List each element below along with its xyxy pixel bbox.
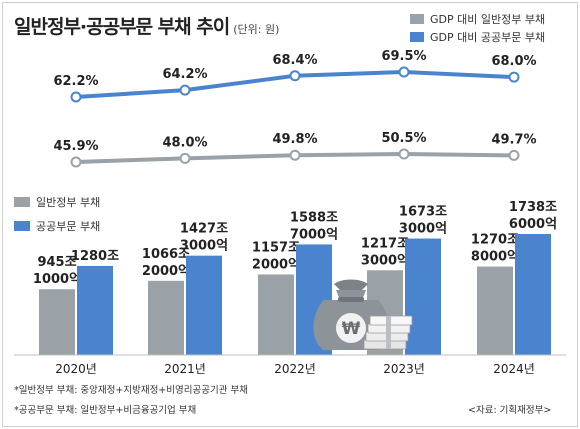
line-point: [70, 91, 82, 103]
bar-value-label: 1066조: [142, 247, 190, 262]
legend-label: GDP 대비 공공부문 부채: [430, 31, 546, 44]
bar-value-label: 1280조: [71, 249, 119, 264]
legend-swatch-blue: [410, 32, 424, 42]
bar-value-label: 1427조: [180, 222, 228, 237]
bar-general-debt: [258, 274, 294, 355]
bar-value-label: 6000억: [509, 217, 557, 232]
x-tick-label: 2022년: [274, 362, 316, 376]
line-value-label: 48.0%: [162, 135, 207, 150]
unit-label: (단위: 원): [233, 23, 280, 36]
line-point: [179, 152, 191, 164]
line-value-label: 64.2%: [162, 67, 207, 82]
legend-item-public-debt: 공공부문 부채: [14, 214, 100, 238]
line-point: [508, 71, 520, 83]
line-value-label: 69.5%: [381, 49, 426, 64]
money-bag-top: [334, 279, 368, 290]
legend-swatch-gray: [410, 14, 424, 24]
bar-general-debt: [477, 266, 513, 355]
bar-value-label: 1588조: [290, 210, 338, 225]
line-point: [179, 84, 191, 96]
footnote-2: *공공부문 부채: 일반정부+비금융공기업 부채: [14, 405, 197, 416]
x-tick-label: 2020년: [55, 362, 97, 376]
bar-value-label: 1270조: [471, 233, 519, 248]
x-tick-label: 2023년: [383, 362, 425, 376]
line-point: [398, 66, 410, 78]
line-point: [70, 156, 82, 168]
line-value-label: 68.0%: [491, 54, 536, 69]
money-bag-coin: [336, 313, 366, 343]
won-symbol: ₩: [342, 319, 361, 339]
bill-stack-icon: [363, 315, 413, 350]
x-tick-label: 2021년: [164, 362, 206, 376]
line-point: [289, 149, 301, 161]
x-tick-label: 2024년: [493, 362, 535, 376]
line-value-label: 50.5%: [381, 131, 426, 146]
money-bag-icon: ₩: [313, 279, 413, 350]
legend-label: 공공부문 부채: [36, 220, 101, 233]
line-value-label: 68.4%: [272, 53, 317, 68]
bar-public-debt: [77, 265, 113, 355]
bar-legend: 일반정부 부채 공공부문 부채: [14, 190, 100, 238]
bar-value-label: 3000억: [399, 222, 447, 237]
x-axis-labels: 2020년 2021년 2022년 2023년 2024년: [55, 362, 535, 376]
bar-public-debt: [186, 255, 222, 355]
footnote-1: *일반정부 부채: 중앙재정+지방재정+비영리공공기관 부채: [14, 385, 248, 396]
bar-public-debt: [405, 238, 441, 355]
bar-group: 945조1000억1066조2000억1157조2000억1217조3000억1…: [33, 200, 557, 355]
bar-general-debt: [148, 280, 184, 355]
bar-value-label: 1738조: [509, 200, 557, 215]
line-point: [398, 148, 410, 160]
bar-value-label: 1217조: [361, 236, 409, 251]
chart-title: 일반정부·공공부문 부채 추이 (단위: 원): [14, 12, 279, 39]
line-group: 62.2% 64.2% 68.4% 69.5% 68.0% 45.9% 48.0% 49.8%…: [53, 49, 537, 168]
legend-item-general-ratio: GDP 대비 일반정부 부채: [410, 10, 545, 28]
line-value-label: 49.8%: [272, 132, 317, 147]
legend-item-general-debt: 일반정부 부채: [14, 190, 100, 214]
chart-title-text: 일반정부·공공부문 부채 추이: [14, 16, 230, 38]
line-point: [289, 70, 301, 82]
bar-value-label: 1157조: [252, 240, 300, 255]
legend-item-public-ratio: GDP 대비 공공부문 부채: [410, 28, 545, 46]
legend-label: 일반정부 부채: [36, 196, 101, 209]
bar-value-label: 8000억: [471, 250, 519, 265]
line-value-label: 49.7%: [491, 132, 536, 147]
line-point: [508, 149, 520, 161]
bar-public-debt: [515, 234, 551, 355]
bar-general-debt: [39, 289, 75, 355]
source-note: <자료: 기획재정부>: [468, 405, 552, 416]
legend-swatch-gray: [14, 197, 30, 207]
bar-value-label: 945조: [37, 255, 76, 270]
line-value-label: 45.9%: [53, 139, 98, 154]
bar-value-label: 2000억: [142, 264, 190, 279]
money-bag-tie: [338, 297, 364, 302]
legend-label: GDP 대비 일반정부 부채: [430, 13, 546, 26]
bar-value-label: 2000억: [252, 257, 300, 272]
bar-value-label: 1000억: [33, 272, 81, 287]
line-legend: GDP 대비 일반정부 부채 GDP 대비 공공부문 부채: [410, 10, 545, 46]
bar-value-label: 3000억: [361, 253, 409, 268]
bar-value-label: 7000억: [290, 227, 338, 242]
legend-swatch-blue: [14, 221, 30, 231]
bar-value-label: 1673조: [399, 205, 447, 220]
line-value-label: 62.2%: [53, 74, 98, 89]
bar-value-label: 3000억: [180, 239, 228, 254]
